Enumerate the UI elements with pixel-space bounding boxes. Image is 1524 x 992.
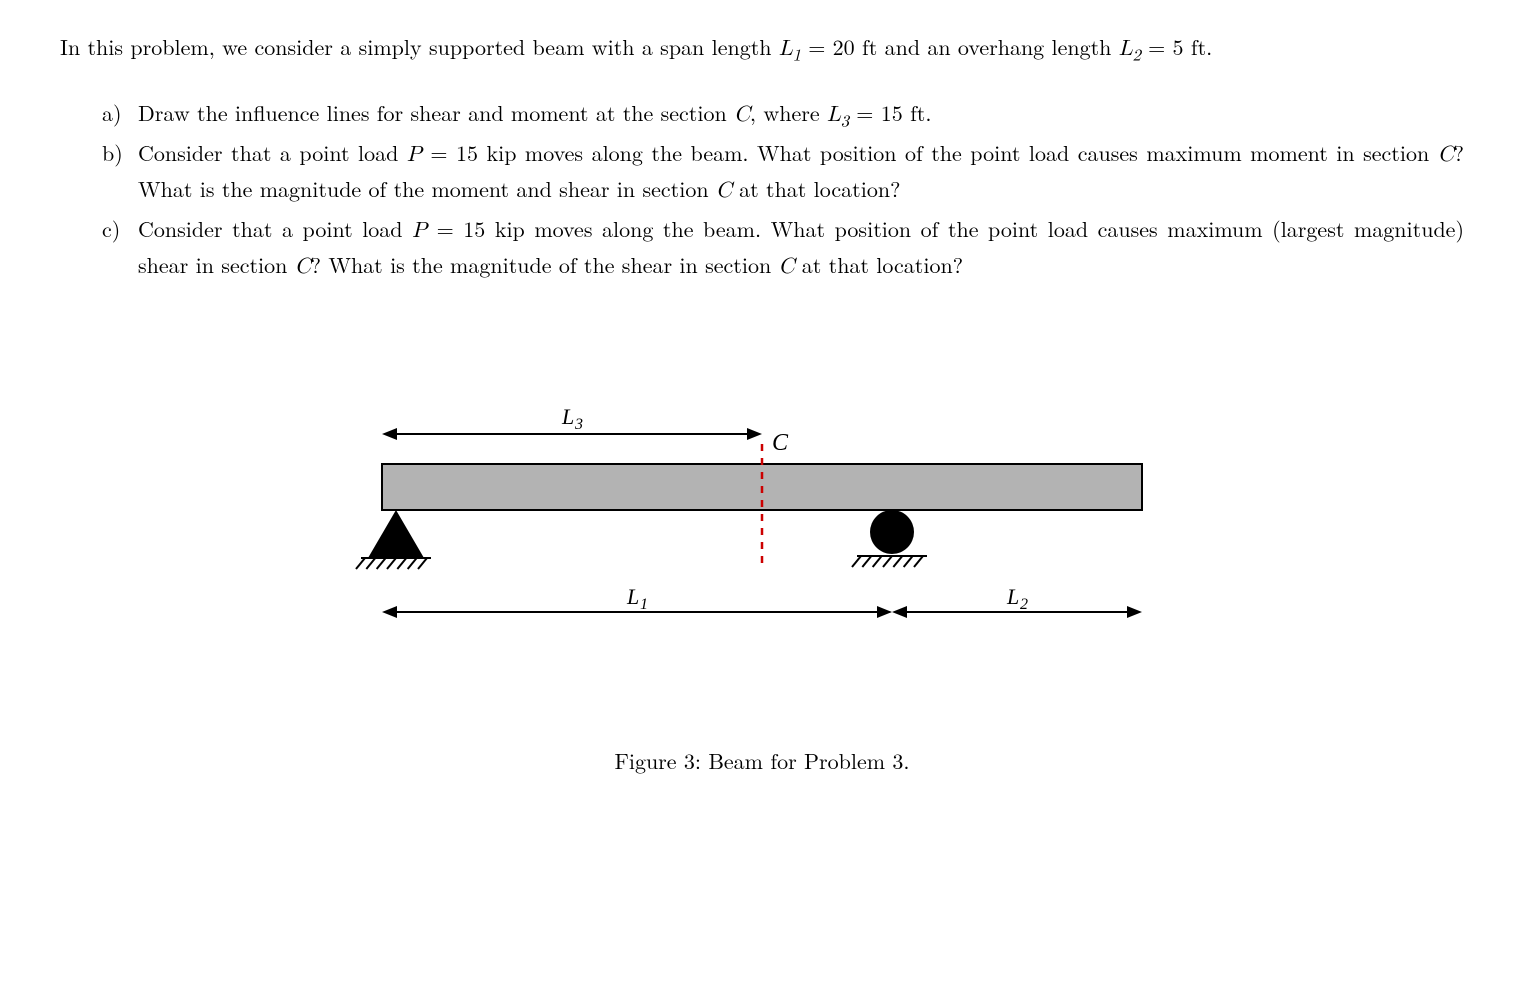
svg-text:L: L xyxy=(1006,584,1019,609)
var-L2-sub: 2 xyxy=(1133,48,1141,64)
item-a-mid: , where xyxy=(750,97,827,128)
figure-caption: Figure 3: Beam for Problem 3. xyxy=(614,744,909,777)
svg-text:1: 1 xyxy=(640,596,648,613)
item-c-q1: ? What is the magnitude of the shear in … xyxy=(311,249,779,280)
beam-diagram: CL3L1L2 xyxy=(352,394,1172,674)
item-a-C: C xyxy=(734,104,750,126)
item-a-L3-eq: = 15 ft. xyxy=(849,97,932,128)
item-b-q2: at that location? xyxy=(732,173,901,204)
item-b-C1: C xyxy=(1438,144,1454,166)
intro-L1-eq: = 20 ft and an overhang length xyxy=(801,31,1119,62)
item-c: c) Consider that a point load P = 15 kip… xyxy=(102,212,1464,284)
svg-text:C: C xyxy=(772,430,789,456)
svg-text:3: 3 xyxy=(574,416,583,433)
item-b-P: P xyxy=(407,144,422,166)
var-L2: L xyxy=(1119,38,1133,60)
item-b-P-eq: = 15 kip moves along the beam. What posi… xyxy=(422,137,1438,168)
item-c-label: c) xyxy=(102,212,138,284)
item-c-prefix: Consider that a point load xyxy=(138,213,412,244)
intro-L2-eq: = 5 ft. xyxy=(1141,31,1213,62)
item-a-L3: L xyxy=(827,104,841,126)
var-L1: L xyxy=(779,38,793,60)
item-c-q2: at that location? xyxy=(794,249,963,280)
item-a-prefix: Draw the influence lines for shear and m… xyxy=(138,97,734,128)
item-c-C1: C xyxy=(295,256,311,278)
figure-container: CL3L1L2 Figure 3: Beam for Problem 3. xyxy=(60,394,1464,777)
svg-text:L: L xyxy=(626,584,639,609)
svg-text:L: L xyxy=(561,404,574,429)
problem-list: a) Draw the influence lines for shear an… xyxy=(60,96,1464,284)
problem-intro: In this problem, we consider a simply su… xyxy=(60,30,1464,66)
item-c-C2: C xyxy=(779,256,795,278)
item-a-L3-sub: 3 xyxy=(841,114,849,130)
item-c-text: Consider that a point load P = 15 kip mo… xyxy=(138,212,1464,284)
item-b-C2: C xyxy=(716,180,732,202)
intro-text: In this problem, we consider a simply su… xyxy=(60,31,779,62)
item-b-text: Consider that a point load P = 15 kip mo… xyxy=(138,136,1464,208)
var-L1-sub: 1 xyxy=(793,48,801,64)
item-b-label: b) xyxy=(102,136,138,208)
item-a-text: Draw the influence lines for shear and m… xyxy=(138,96,1464,132)
item-b: b) Consider that a point load P = 15 kip… xyxy=(102,136,1464,208)
svg-text:2: 2 xyxy=(1020,596,1028,613)
item-a: a) Draw the influence lines for shear an… xyxy=(102,96,1464,132)
item-a-label: a) xyxy=(102,96,138,132)
item-c-P: P xyxy=(412,220,427,242)
item-b-prefix: Consider that a point load xyxy=(138,137,407,168)
